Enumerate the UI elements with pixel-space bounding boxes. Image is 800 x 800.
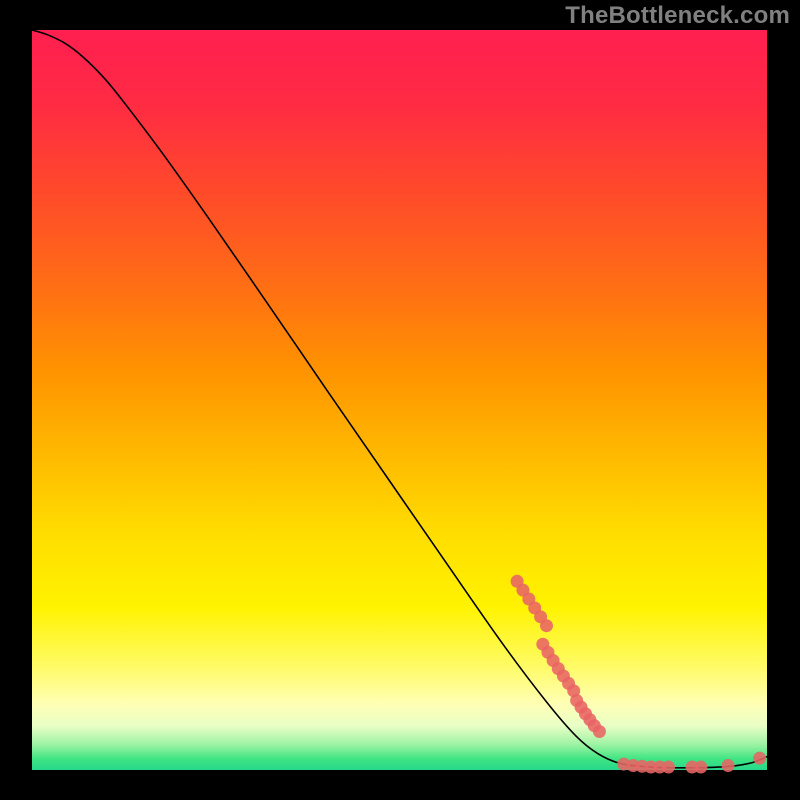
bottleneck-curve-chart: [0, 0, 800, 800]
data-marker: [540, 619, 553, 632]
watermark-text: TheBottleneck.com: [565, 2, 790, 30]
data-marker: [753, 752, 766, 765]
data-marker: [722, 759, 735, 772]
chart-stage: TheBottleneck.com: [0, 0, 800, 800]
data-marker: [694, 761, 707, 774]
data-marker: [662, 761, 675, 774]
gradient-background: [32, 30, 767, 770]
data-marker: [593, 725, 606, 738]
plot-area: [32, 30, 767, 774]
